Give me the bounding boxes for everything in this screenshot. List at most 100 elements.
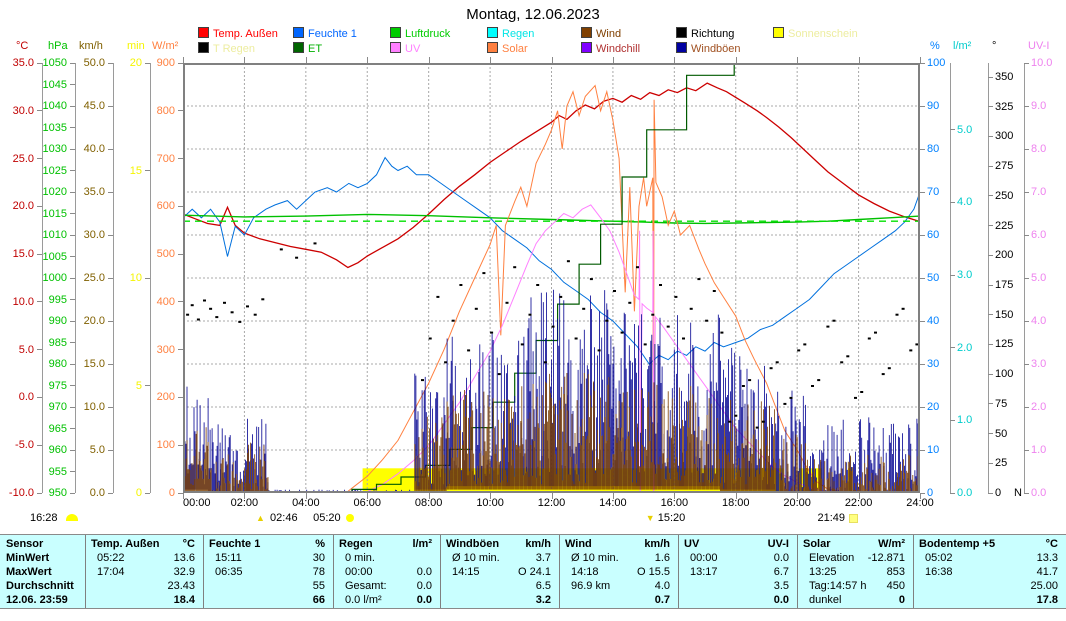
axis-tick-label-lm2: 4.0	[957, 196, 973, 209]
axis-tick-label-hpa: 1040	[42, 100, 67, 112]
axis-tick-label-uvi: 6.0	[1031, 229, 1047, 241]
axis-tick-label-pct: 60	[927, 229, 940, 241]
x-tick-label: 20:00	[783, 497, 811, 509]
x-tick-top	[674, 57, 676, 63]
direction-dot	[628, 301, 632, 304]
axis-tick-temp	[37, 110, 42, 112]
axis-tick-hpa	[70, 62, 75, 64]
axis-tick-label-hpa: 985	[48, 336, 67, 349]
axis-tick-deg	[988, 76, 993, 78]
direction-dot	[797, 349, 801, 352]
axis-tick-kmh	[108, 105, 113, 107]
x-tick-label: 24:00	[906, 497, 934, 509]
table-cell-value: 30	[312, 552, 325, 564]
axis-tick-label-kmh: 25.0	[83, 272, 105, 284]
axis-tick-kmh	[108, 277, 113, 279]
direction-dot	[238, 320, 242, 323]
axis-tick-kmh	[108, 320, 113, 322]
x-tick-top	[428, 57, 430, 63]
axis-tick-hpa	[70, 385, 75, 386]
x-tick-label: 06:00	[353, 497, 382, 509]
axis-tick-wm2	[178, 253, 183, 255]
direction-dot	[705, 319, 709, 322]
table-cell-value: 13.6	[173, 552, 195, 564]
axis-tick-label-hpa: 970	[48, 401, 67, 413]
axis-tick-label-kmh: 45.0	[83, 100, 105, 112]
direction-dot	[887, 367, 891, 370]
axis-tick-label-pct: 0	[927, 487, 934, 499]
axis-tick-label-hpa: 1005	[42, 250, 67, 263]
chart-title: Montag, 12.06.2023	[466, 6, 600, 23]
table-cell-value: 0.0	[773, 594, 789, 606]
axis-tick-label-temp: -10.0	[8, 487, 34, 499]
axis-tick-label-hpa: 975	[48, 379, 67, 392]
direction-dot	[881, 373, 885, 376]
legend-swatch	[390, 42, 401, 53]
direction-dot	[597, 349, 601, 352]
table-header-unit-regen: l/m²	[412, 538, 432, 550]
axis-tick-label-kmh: 40.0	[83, 143, 105, 155]
axis-tick-label-deg: 50	[995, 427, 1008, 440]
axis-tick-label-deg: 325	[995, 100, 1014, 113]
axis-tick-hpa	[70, 406, 75, 408]
direction-dot	[755, 426, 759, 429]
axis-tick-label-hpa: 950	[48, 487, 67, 499]
direction-dot	[203, 299, 206, 302]
table-cell-value: O 24.1	[517, 566, 551, 578]
series-uv	[183, 204, 920, 493]
axis-tick-label-min: 0	[135, 487, 142, 499]
axis-header-wm2: W/m²	[152, 40, 179, 52]
axis-tick-label-wm2: 300	[156, 343, 175, 356]
axis-tick-pct	[920, 105, 925, 107]
axis-header-kmh: km/h	[79, 40, 103, 52]
direction-dot	[689, 307, 693, 310]
axis-tick-label-kmh: 10.0	[83, 401, 105, 413]
table-cell-label: 14:15	[452, 566, 480, 578]
axis-tick-label-uvi: 3.0	[1031, 358, 1047, 370]
legend-label: Richtung	[691, 28, 735, 40]
x-tick-top	[305, 57, 307, 63]
axis-tick-label-min: 5	[135, 379, 142, 392]
axis-tick-temp	[37, 158, 42, 160]
axis-tick-hpa	[70, 191, 75, 193]
direction-dot	[741, 385, 745, 387]
axis-tick-hpa	[70, 363, 75, 365]
axis-tick-label-deg: 225	[995, 219, 1014, 232]
moonset-time-label: 15:20	[657, 512, 686, 524]
legend-item-regen: Regen	[487, 27, 534, 40]
axis-tick-label-kmh: 30.0	[83, 229, 105, 241]
table-cell-value: 0.0	[773, 552, 789, 564]
x-tick-bottom	[490, 493, 492, 499]
axis-tick-label-uvi: 0.0	[1031, 487, 1047, 499]
table-column-separator	[797, 535, 798, 608]
moon-time-label: 16:28	[30, 512, 58, 524]
axis-tick-label-wm2: 900	[156, 57, 175, 69]
table-cell-value: 853	[886, 566, 905, 578]
table-header-unit-windb-en: km/h	[525, 538, 551, 550]
axis-tick-label-deg: 150	[995, 308, 1014, 321]
axis-tick-label-kmh: 20.0	[83, 315, 105, 327]
axis-header-pct: %	[930, 40, 940, 52]
chart-canvas	[183, 63, 920, 493]
x-tick-label: 10:00	[476, 497, 504, 509]
x-tick-top	[735, 57, 737, 63]
axis-header-hpa: hPa	[48, 40, 68, 52]
axis-tick-lm2	[950, 274, 955, 276]
table-cell-label: Ø 10 min.	[452, 552, 500, 564]
direction-dot	[190, 304, 194, 307]
table-cell-label: Gesamt:	[345, 580, 387, 592]
legend-swatch	[581, 27, 592, 38]
table-cell-value: 32.9	[173, 566, 195, 578]
direction-dot	[613, 290, 616, 292]
axis-tick-temp	[37, 253, 42, 255]
axis-tick-kmh	[108, 492, 113, 494]
axis-tick-label-temp: 25.0	[12, 152, 34, 165]
legend-item-uv: UV	[390, 42, 420, 55]
direction-dot	[697, 278, 701, 281]
legend-label: Temp. Außen	[213, 28, 278, 40]
direction-dot	[230, 311, 234, 314]
direction-dot	[295, 256, 299, 259]
axis-tick-label-deg: 75	[995, 397, 1008, 410]
axis-header-temp: °C	[16, 40, 29, 52]
axis-tick-label-pct: 90	[927, 100, 940, 112]
